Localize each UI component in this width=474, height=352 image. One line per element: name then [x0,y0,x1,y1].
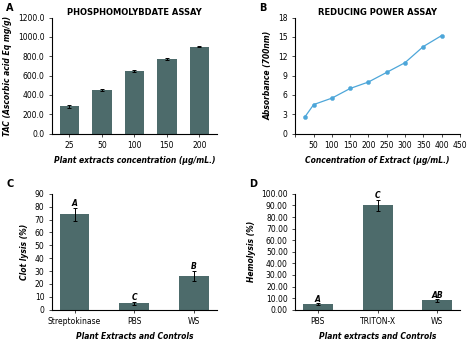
Text: B: B [259,3,266,13]
X-axis label: Concentration of Extract (μg/mL.): Concentration of Extract (μg/mL.) [305,156,450,165]
Bar [92,90,111,133]
Text: A: A [6,3,14,13]
X-axis label: Plant Extracts and Controls: Plant Extracts and Controls [75,332,193,341]
Bar [363,206,392,310]
Bar [60,214,90,310]
Y-axis label: Absorbance (700nm): Absorbance (700nm) [264,31,273,120]
Text: B: B [191,262,197,271]
Text: A: A [72,199,77,208]
Bar [179,276,209,310]
Y-axis label: Hemolysis (%): Hemolysis (%) [246,221,255,282]
Y-axis label: Clot lysis (%): Clot lysis (%) [20,224,29,280]
Bar [119,303,149,310]
Bar [190,46,209,133]
X-axis label: Plant extracts and Controls: Plant extracts and Controls [319,332,436,341]
X-axis label: Plant extracts concentration (μg/mL.): Plant extracts concentration (μg/mL.) [54,156,215,165]
Text: C: C [375,191,381,200]
Title: REDUCING POWER ASSAY: REDUCING POWER ASSAY [318,8,437,17]
Text: A: A [315,295,321,304]
Title: PHOSPHOMOLYBDATE ASSAY: PHOSPHOMOLYBDATE ASSAY [67,8,202,17]
Y-axis label: TAC (Ascorbic acid Eq mg/g): TAC (Ascorbic acid Eq mg/g) [3,15,12,136]
Bar [422,301,452,310]
Text: AB: AB [431,291,443,300]
Text: C: C [6,179,13,189]
Text: D: D [249,179,257,189]
Bar [157,59,176,133]
Bar [125,71,144,133]
Text: C: C [131,293,137,302]
Bar [60,107,79,133]
Bar [303,304,333,310]
